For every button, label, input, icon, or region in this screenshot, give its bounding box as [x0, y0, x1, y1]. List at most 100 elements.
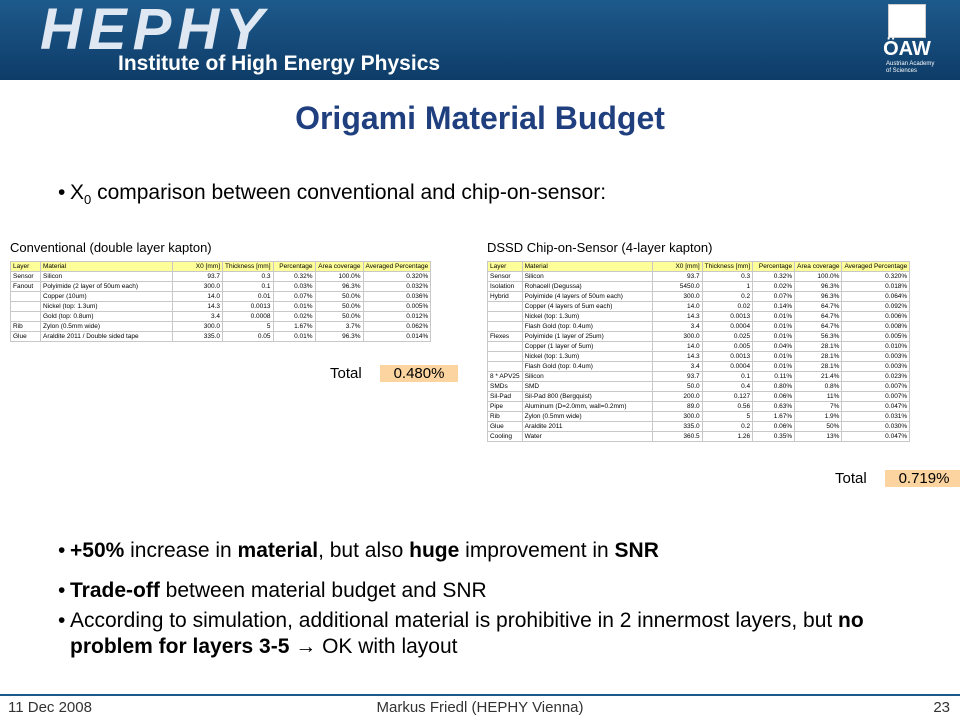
cell: 0.023% [841, 371, 911, 382]
cell [487, 361, 523, 372]
cell: 0.2 [701, 421, 754, 432]
total: Total 0.719% [835, 470, 960, 487]
cell: 0.02% [272, 311, 316, 322]
footer-author: Markus Friedl (HEPHY Vienna) [376, 699, 584, 716]
cell: Fanout [10, 281, 41, 292]
cell: 335.0 [172, 331, 223, 342]
row: Fanout Polyimide (2 layer of 50um each) 30… [10, 281, 432, 292]
cell: 300.0 [172, 321, 223, 332]
cell: Pipe [487, 401, 523, 412]
cell: 0.03% [272, 281, 316, 292]
cell: 14.0 [651, 301, 703, 312]
total: Total 0.480% [330, 365, 458, 382]
cell: 0.07% [272, 291, 316, 302]
bullet-text: material [237, 539, 319, 562]
cell: 1 [701, 281, 754, 292]
cell: 0.127 [701, 391, 754, 402]
cell: 200.0 [651, 391, 703, 402]
cell: 28.1% [794, 351, 843, 362]
cell [487, 321, 523, 332]
cell: Isolation [487, 281, 523, 292]
row: Glue Araldite 2011 335.0 0.2 0.06% 50% 0.030% [487, 421, 911, 432]
cell: 0.32% [272, 271, 316, 282]
table: Layer Material X0 [mm] Thickness [mm] Percen… [10, 261, 432, 342]
total-label: Total [330, 365, 362, 382]
cell: Araldite 2011 [521, 421, 653, 432]
cell: 300.0 [172, 281, 223, 292]
row: Gold (top: 0.8um) 3.4 0.0008 0.02% 50.0% 0.01… [10, 311, 432, 322]
table-block: DSSD Chip-on-Sensor (4-layer kapton) Laye… [487, 240, 911, 442]
cell: 0.006% [841, 311, 911, 322]
cell [487, 341, 523, 352]
row: Copper (10um) 14.0 0.01 0.07% 50.0% 0.036% [10, 291, 432, 302]
cell: Hybrid [487, 291, 523, 302]
cell: 0.01 [222, 291, 274, 302]
bullet-text: SNR [614, 539, 659, 562]
cell: SMDs [487, 381, 523, 392]
cell: 0.031% [841, 411, 911, 422]
header-row: Layer Material X0 [mm] Thickness [mm] Percen… [487, 261, 911, 272]
table-block: Conventional (double layer kapton) Layer M… [10, 240, 432, 342]
column-header: Area coverage [314, 261, 364, 272]
cell: Copper (4 layers of 5um each) [521, 301, 653, 312]
bullet: • Trade-off between material budget and S… [58, 578, 910, 604]
cell: 0.01% [272, 301, 316, 312]
bullet-text: Trade-off [70, 579, 160, 602]
cell: 0.030% [841, 421, 911, 432]
cell: Araldite 2011 / Double sided tape [40, 331, 173, 342]
cell: 0.63% [752, 401, 796, 412]
cell: 0.1 [701, 371, 754, 382]
cell: Nickel (top: 1.3um) [521, 351, 653, 362]
header: HEPHY Institute of High Energy Physics Ö… [0, 0, 960, 80]
row: Hybrid Polyimide (4 layers of 50um each) 3… [487, 291, 911, 302]
cell: 0.1 [222, 281, 274, 292]
bullet: • According to simulation, additional mat… [58, 608, 910, 660]
cell: 0.032% [362, 281, 432, 292]
cell: Silicon [521, 271, 653, 282]
cell: 0.02 [701, 301, 754, 312]
cell: 5 [222, 321, 274, 332]
title: Origami Material Budget [295, 100, 665, 136]
cell: 0.007% [841, 381, 911, 392]
cell: Rib [10, 321, 41, 332]
cell: 0.01% [752, 321, 796, 332]
cell: Gold (top: 0.8um) [40, 311, 173, 322]
cell: Sil-Pad [487, 391, 523, 402]
column-header: Layer [10, 261, 41, 272]
cell: 96.3% [314, 331, 364, 342]
cell: 0.062% [362, 321, 432, 332]
total-value: 0.480% [380, 365, 458, 382]
cell [10, 311, 41, 322]
total-value: 0.719% [885, 470, 960, 487]
row: Rib Zylon (0.5mm wide) 300.0 5 1.67% 3.7% 0.06… [10, 321, 432, 332]
cell: 0.005% [841, 331, 911, 342]
bullet-text: X [70, 181, 85, 204]
cell: 0.80% [752, 381, 796, 392]
cell: Polyimide (2 layer of 50um each) [40, 281, 173, 292]
cell: 8 * APV25 [487, 371, 523, 382]
bullet: • +50% increase in material, but also hug… [58, 538, 910, 564]
cell: 0.35% [752, 431, 796, 442]
institute: Institute of High Energy Physics [118, 52, 441, 75]
cell: 7% [794, 401, 843, 412]
cell: 0.2 [701, 291, 754, 302]
academy-icon [888, 4, 926, 38]
cell: 0.047% [841, 431, 911, 442]
cell: 0.018% [841, 281, 911, 292]
total-label: Total [835, 470, 867, 487]
cell: Glue [487, 421, 523, 432]
cell: 14.0 [172, 291, 223, 302]
row: Cooling Water 360.5 1.26 0.35% 13% 0.047% [487, 431, 911, 442]
logo: HEPHY [40, 0, 270, 62]
cell: 300.0 [651, 291, 703, 302]
cell: Sensor [10, 271, 41, 282]
cell: 3.4 [651, 321, 703, 332]
bullet-dot: • [58, 579, 66, 602]
row: Copper (1 layer of 5um) 14.0 0.005 0.04% 28.… [487, 341, 911, 352]
cell: 28.1% [794, 361, 843, 372]
cell: Sensor [487, 271, 523, 282]
cell: 14.3 [651, 351, 703, 362]
row: Pipe Aluminum (D=2.0mm, wall=0.2mm) 89.0 0.… [487, 401, 911, 412]
cell: 0.14% [752, 301, 796, 312]
